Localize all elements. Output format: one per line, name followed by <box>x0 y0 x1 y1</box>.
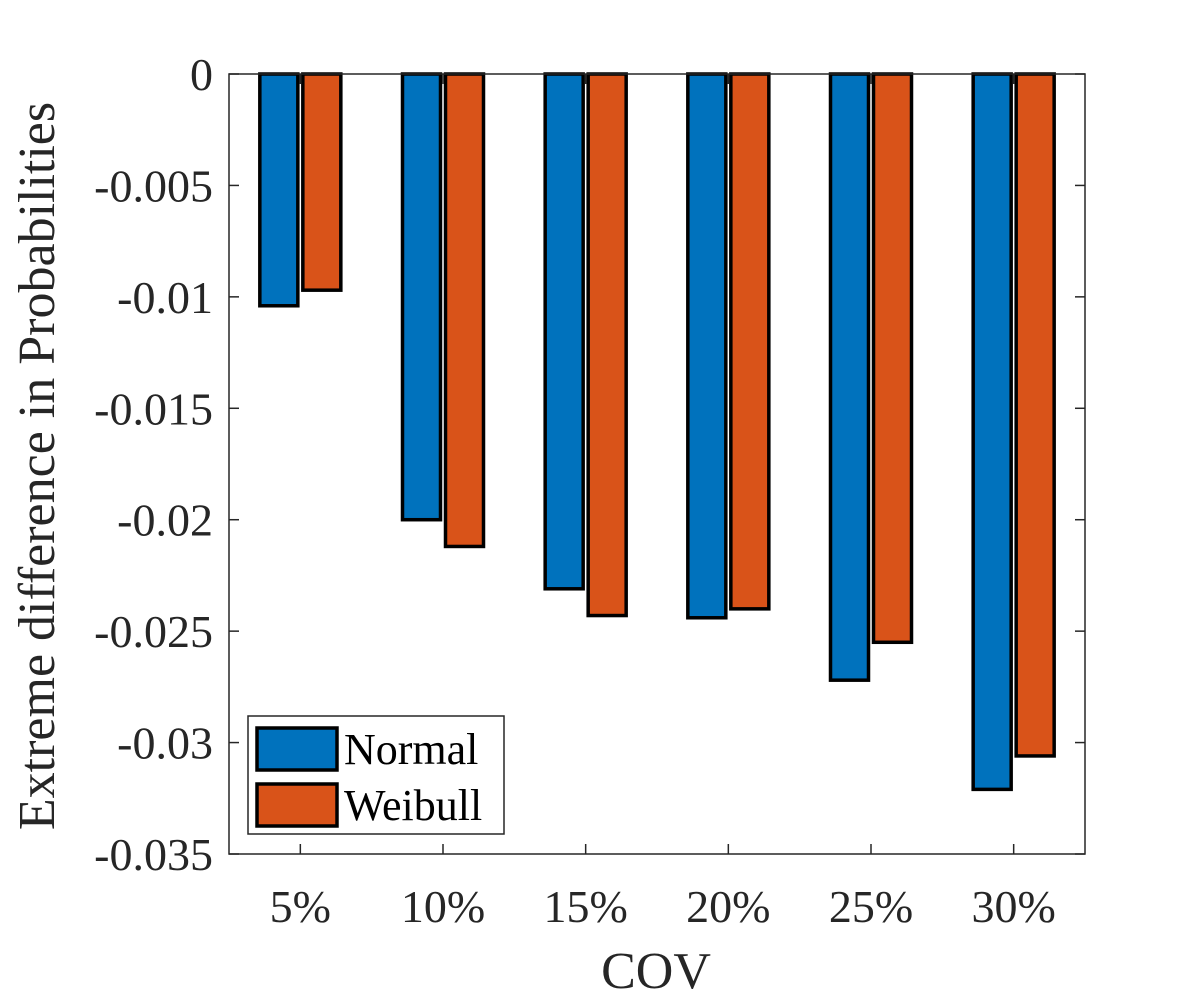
y-tick-label-5: -0.025 <box>94 606 213 657</box>
x-tick-labels: 5% 10% 15% 20% 25% 30% <box>270 881 1056 932</box>
bar-normal-3 <box>686 72 728 620</box>
bar-weibull-4 <box>871 72 914 645</box>
legend: Normal Weibull <box>247 715 505 835</box>
y-tick-label-2: -0.01 <box>117 272 213 323</box>
y-tick-label-7: -0.035 <box>94 829 213 880</box>
bars-group <box>258 72 1056 792</box>
bar-weibull-0 <box>301 72 343 292</box>
x-tick-label-5: 30% <box>972 881 1056 932</box>
x-tick-label-2: 15% <box>544 881 628 932</box>
y-tick-label-3: -0.015 <box>94 383 213 434</box>
y-tick-labels: 0 -0.005 -0.01 -0.015 -0.02 -0.025 -0.03 -0.035 <box>94 49 213 880</box>
y-tick-label-4: -0.02 <box>117 495 213 546</box>
x-tick-label-4: 25% <box>829 881 913 932</box>
legend-swatch-weibull <box>255 782 339 828</box>
legend-label-normal: Normal <box>344 725 478 774</box>
legend-label-weibull: Weibull <box>344 781 482 830</box>
y-tick-label-0: 0 <box>190 49 213 100</box>
bar-normal-0 <box>258 72 300 308</box>
bar-weibull-1 <box>443 72 486 549</box>
x-tick-label-0: 5% <box>270 881 331 932</box>
bar-normal-5 <box>971 72 1013 792</box>
bar-weibull-5 <box>1014 72 1056 758</box>
bar-weibull-2 <box>586 72 628 618</box>
x-tick-label-3: 20% <box>686 881 770 932</box>
ticks-group <box>229 73 1085 855</box>
x-axis-title: COV <box>601 943 711 1000</box>
plot-frame <box>228 73 1086 855</box>
bar-normal-2 <box>543 72 585 591</box>
legend-swatch-normal <box>255 726 339 772</box>
x-tick-label-1: 10% <box>401 881 485 932</box>
bar-weibull-3 <box>729 72 771 611</box>
y-tick-label-1: -0.005 <box>94 160 213 211</box>
bar-normal-4 <box>828 72 871 682</box>
y-tick-label-6: -0.03 <box>117 718 213 769</box>
y-axis-title: Extreme difference in Probabilities <box>9 102 66 830</box>
bar-normal-1 <box>400 72 443 522</box>
